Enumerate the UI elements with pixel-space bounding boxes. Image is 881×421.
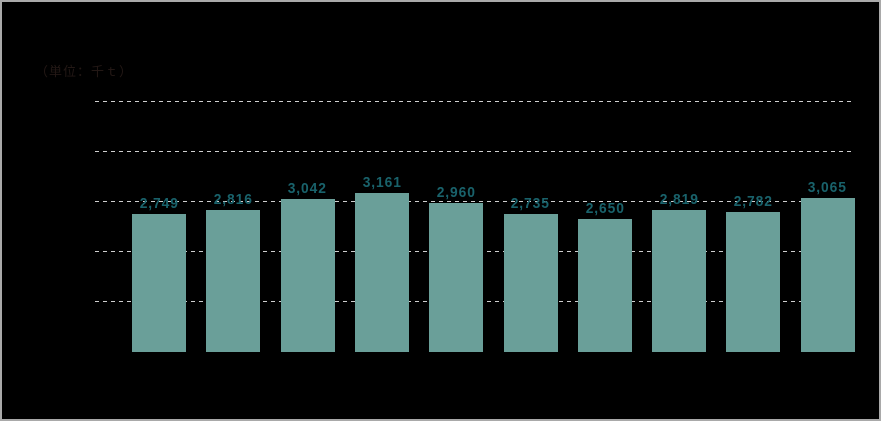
bars-container: 2,749 2,816 3,042 3,161 2,960 2,735 2,650 2,819… (95, 101, 855, 352)
bar-value-label: 2,816 (213, 191, 253, 208)
bar-group: 2,816 (206, 191, 261, 352)
bar-group: 3,161 (354, 174, 409, 352)
bar (429, 203, 484, 352)
unit-label: （単位：千ｔ） (35, 64, 134, 79)
bar (354, 193, 409, 352)
bar (800, 198, 855, 352)
bar-value-label: 3,042 (288, 180, 328, 197)
bar-group: 2,650 (577, 200, 632, 352)
bar (652, 210, 707, 352)
bar (726, 212, 781, 352)
bar-group: 3,042 (280, 180, 335, 352)
bar-value-label: 2,819 (659, 191, 699, 208)
bar-group: 2,749 (132, 195, 186, 352)
bar-value-label: 2,749 (139, 195, 179, 212)
gridline (95, 201, 855, 202)
bar (280, 199, 335, 352)
bar-group: 3,065 (800, 179, 855, 352)
gridline (95, 151, 855, 152)
bar-group: 2,960 (429, 184, 484, 352)
bar-value-label: 3,161 (362, 174, 402, 191)
bar-value-label: 2,960 (436, 184, 476, 201)
bar (503, 214, 558, 352)
bar (132, 214, 186, 352)
bar-value-label: 3,065 (808, 179, 848, 196)
bar-group: 2,735 (503, 195, 558, 352)
bar-value-label: 2,650 (585, 200, 625, 217)
plot-area: 2,749 2,816 3,042 3,161 2,960 2,735 2,650 2,819… (95, 101, 855, 352)
bar-group: 2,819 (652, 191, 707, 352)
bar-group: 2,782 (726, 193, 781, 352)
bar (206, 210, 261, 352)
bar-value-label: 2,782 (733, 193, 773, 210)
bar (577, 219, 632, 352)
bar-value-label: 2,735 (510, 195, 551, 212)
gridline (95, 101, 855, 102)
